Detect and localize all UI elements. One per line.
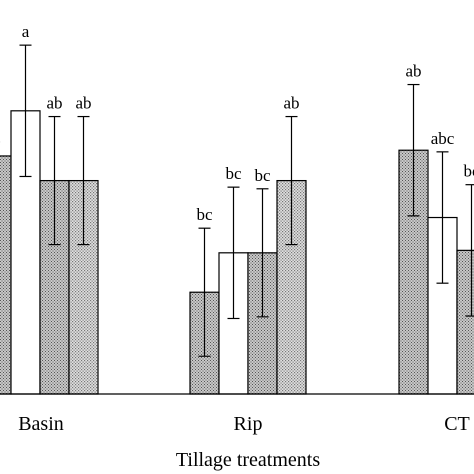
error-bar-ct-1 bbox=[407, 83, 420, 217]
category-label-rip: Rip bbox=[234, 413, 263, 435]
category-label-basin: Basin bbox=[18, 413, 64, 435]
error-bar-basin-3 bbox=[48, 115, 61, 246]
significance-label-rip-4: ab bbox=[283, 94, 299, 113]
significance-label-basin-2: a bbox=[22, 22, 30, 41]
error-bar-rip-1 bbox=[198, 227, 211, 357]
error-bar-ct-3 bbox=[465, 184, 474, 317]
error-bar-basin-2 bbox=[19, 44, 32, 178]
category-labels: Basin Rip CT bbox=[18, 413, 470, 435]
significance-label-rip-2: bc bbox=[225, 164, 242, 183]
significance-label-ct-2: abc bbox=[431, 129, 455, 148]
error-bar-rip-4 bbox=[285, 115, 298, 246]
significance-label-ct-1: ab bbox=[405, 62, 421, 81]
significance-label-rip-3: bc bbox=[254, 166, 271, 185]
significance-label-basin-1: b bbox=[0, 131, 1, 150]
category-label-ct: CT bbox=[444, 413, 470, 435]
bar-basin-1 bbox=[0, 155, 12, 395]
bar-group: baababbcbcbcabababcbc bbox=[0, 22, 474, 395]
significance-label-basin-4: ab bbox=[75, 94, 91, 113]
x-axis-title: Tillage treatments bbox=[176, 449, 320, 471]
significance-label-basin-3: ab bbox=[46, 94, 62, 113]
error-bar-rip-3 bbox=[256, 188, 269, 318]
error-bar-basin-4 bbox=[77, 115, 90, 246]
significance-label-ct-3: bc bbox=[463, 162, 474, 181]
error-bar-ct-2 bbox=[436, 151, 449, 284]
significance-label-rip-1: bc bbox=[196, 205, 213, 224]
error-bar-rip-2 bbox=[227, 186, 240, 320]
